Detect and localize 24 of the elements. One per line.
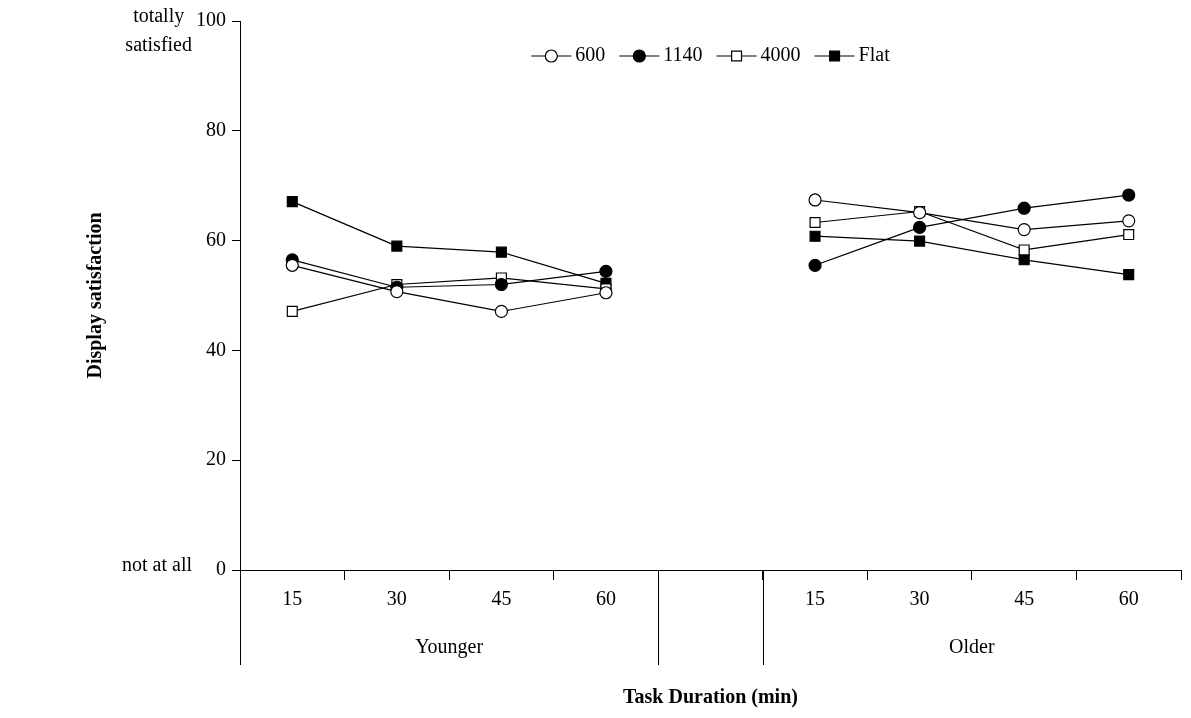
- x-tick-label: 30: [386, 587, 407, 610]
- x-tick-label: 45: [491, 587, 512, 610]
- legend-label: 1140: [663, 43, 703, 66]
- x-tick-label: 30: [909, 587, 930, 610]
- y-tick-label: 40: [206, 337, 226, 360]
- x-axis-title: Task Duration (min): [623, 685, 798, 709]
- text: totally satisfied: [125, 4, 192, 56]
- text: not at all: [122, 553, 193, 576]
- y-tick-label: 60: [206, 227, 226, 250]
- text: Younger: [415, 635, 484, 659]
- x-tick-label: 45: [1014, 587, 1035, 610]
- y-tick-label: 0: [216, 557, 226, 580]
- legend-label: 600: [575, 43, 606, 66]
- x-tick-label: 15: [282, 587, 303, 610]
- x-tick-label: 60: [595, 587, 616, 610]
- y-tick-label: 100: [196, 8, 226, 31]
- text: Older: [949, 635, 995, 658]
- y-axis-title: Display satisfaction: [83, 212, 107, 379]
- x-tick-label: 60: [1118, 587, 1139, 610]
- y-tick-label: 20: [206, 447, 226, 470]
- y-tick-label: 80: [206, 118, 226, 141]
- legend-label: Flat: [858, 43, 891, 66]
- legend-label: 4000: [760, 43, 801, 66]
- x-tick-label: 15: [805, 587, 826, 610]
